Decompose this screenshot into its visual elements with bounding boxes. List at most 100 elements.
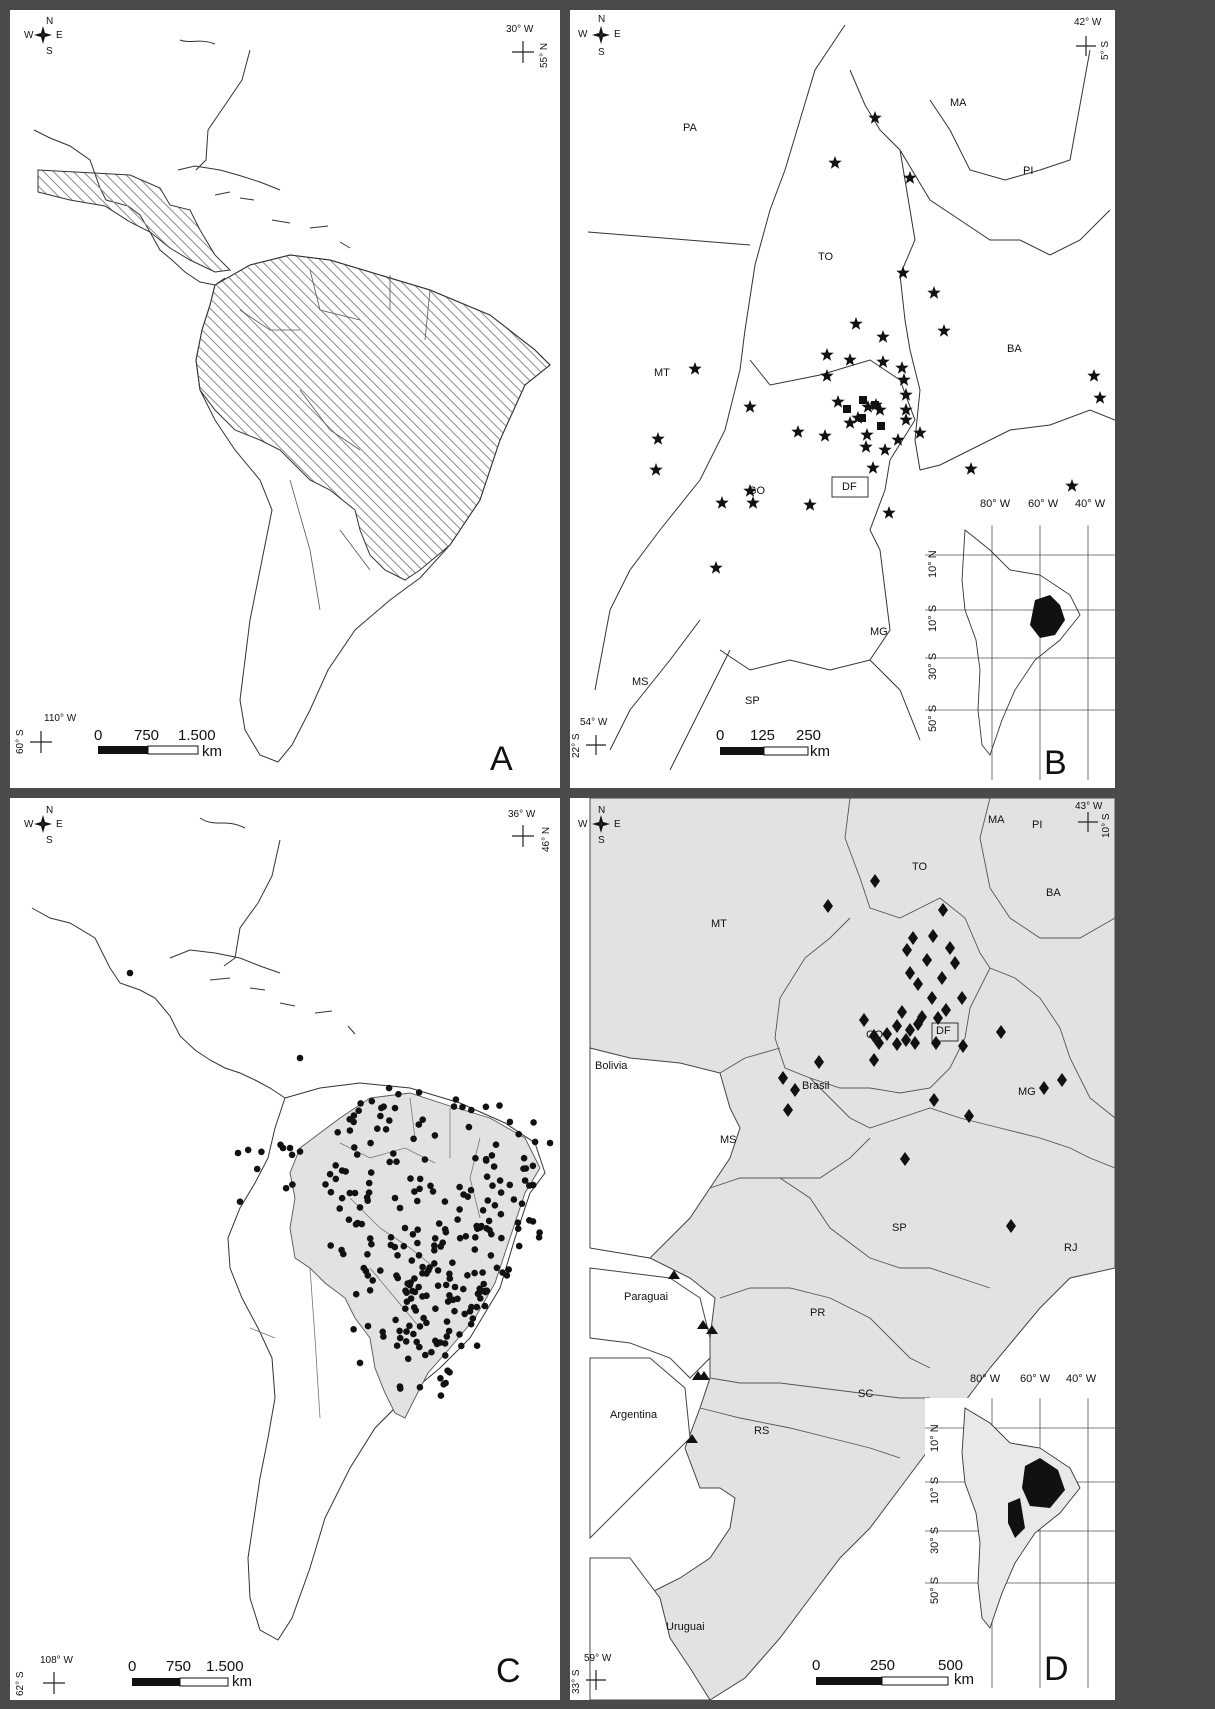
dot-marker <box>489 1182 496 1189</box>
dot-marker <box>546 1139 554 1147</box>
dot-marker <box>234 1149 242 1157</box>
star-marker <box>651 432 665 445</box>
dot-marker <box>452 1096 460 1103</box>
dot-marker <box>526 1182 533 1189</box>
dot-marker <box>400 1242 408 1250</box>
central-america-range <box>37 169 232 273</box>
star-marker <box>861 400 875 413</box>
dot-marker <box>411 1188 418 1195</box>
state-label-ba: BA <box>1046 887 1061 899</box>
scale-bar <box>720 746 809 756</box>
dot-marker <box>441 1226 449 1233</box>
inset-lon-40: 40° W <box>1075 498 1106 510</box>
star-marker <box>873 403 887 416</box>
scale-label-1: 125 <box>750 727 776 744</box>
state-label-mt: MT <box>654 367 670 379</box>
dot-marker <box>481 1302 489 1310</box>
diamond-marker <box>901 1033 911 1047</box>
dot-marker <box>350 1326 357 1333</box>
coord-bottom-lat: 62° S <box>15 1671 26 1696</box>
dot-marker <box>442 1352 449 1359</box>
dot-marker <box>367 1139 374 1147</box>
scale-bar <box>98 745 199 755</box>
diamond-marker <box>870 874 880 888</box>
compass-s: S <box>46 835 53 846</box>
dot-marker <box>326 1170 334 1178</box>
dot-marker <box>451 1283 459 1291</box>
dot-marker <box>360 1264 368 1272</box>
dot-marker <box>454 1216 461 1223</box>
star-marker <box>843 353 857 366</box>
dot-marker <box>340 1250 347 1258</box>
star-marker <box>937 324 951 337</box>
compass-w: W <box>24 30 34 41</box>
dot-marker <box>529 1162 537 1170</box>
panel-a: N S W E 30° W 55° N 110° W 60° S 0 750 1… <box>10 10 560 788</box>
dot-marker <box>396 1327 403 1335</box>
star-marker <box>843 416 857 429</box>
coord-bottom-lon: 110° W <box>44 713 77 724</box>
dot-marker <box>402 1305 409 1312</box>
coord-bottom-lon: 54° W <box>580 717 608 728</box>
dot-marker <box>429 1188 437 1195</box>
compass-e: E <box>56 819 63 830</box>
dot-marker <box>409 1231 417 1238</box>
dot-marker <box>416 1185 423 1193</box>
dot-marker <box>352 1290 360 1298</box>
diamond-marker <box>778 1071 788 1085</box>
dot-marker <box>380 1333 387 1340</box>
compass-n: N <box>46 805 54 816</box>
dot-marker <box>445 1327 453 1335</box>
inset-lat-30s: 30° S <box>927 652 939 680</box>
dot-marker <box>496 1177 504 1184</box>
dot-marker <box>431 1247 438 1254</box>
dot-marker <box>468 1106 475 1114</box>
dot-marker <box>258 1148 265 1156</box>
dot-marker <box>420 1314 427 1322</box>
star-marker <box>1093 391 1107 404</box>
dot-marker <box>350 1112 358 1119</box>
dot-marker <box>286 1144 294 1152</box>
dot-marker <box>446 1270 453 1278</box>
dot-marker <box>408 1257 416 1264</box>
coordinate-cross-icon <box>30 731 52 753</box>
diamond-marker <box>897 1005 907 1019</box>
star-marker <box>803 498 817 511</box>
dot-marker <box>368 1097 376 1105</box>
state-label-ma: MA <box>950 97 967 109</box>
scale-label-2: 1.500 <box>206 1658 244 1675</box>
scale-unit: km <box>202 743 222 760</box>
star-marker <box>709 561 723 574</box>
star-marker <box>859 440 873 453</box>
dot-marker <box>351 1189 359 1197</box>
coordinate-cross-icon <box>586 1670 606 1690</box>
country-label-brasil: Brasil <box>802 1080 830 1092</box>
triangle-marker <box>668 1270 680 1279</box>
dot-marker <box>496 1102 503 1109</box>
dot-marker <box>471 1269 478 1277</box>
dot-marker <box>395 1090 402 1098</box>
dot-marker <box>277 1141 284 1149</box>
inset-lon-80: 80° W <box>980 498 1011 510</box>
inset-map <box>925 525 1115 788</box>
diamond-marker <box>996 1025 1006 1039</box>
dot-marker <box>345 1216 353 1223</box>
dot-marker <box>366 1235 374 1242</box>
dot-marker <box>385 1084 393 1092</box>
coord-top-lon: 36° W <box>508 809 536 820</box>
state-label-pi: PI <box>1023 165 1034 177</box>
dot-marker <box>446 1292 453 1299</box>
dot-marker <box>353 1151 361 1158</box>
dot-marker <box>386 1158 394 1166</box>
caribbean-islands <box>177 165 351 249</box>
dot-marker <box>446 1275 454 1282</box>
panel-letter: C <box>496 1652 521 1690</box>
star-marker <box>899 388 913 401</box>
diamond-marker <box>945 941 955 955</box>
star-marker <box>849 317 863 330</box>
star-marker <box>896 266 910 279</box>
dot-marker <box>476 1285 484 1292</box>
dot-marker <box>363 1194 371 1201</box>
dot-marker <box>461 1310 469 1318</box>
inset-lon-80: 80° W <box>970 1373 1001 1385</box>
